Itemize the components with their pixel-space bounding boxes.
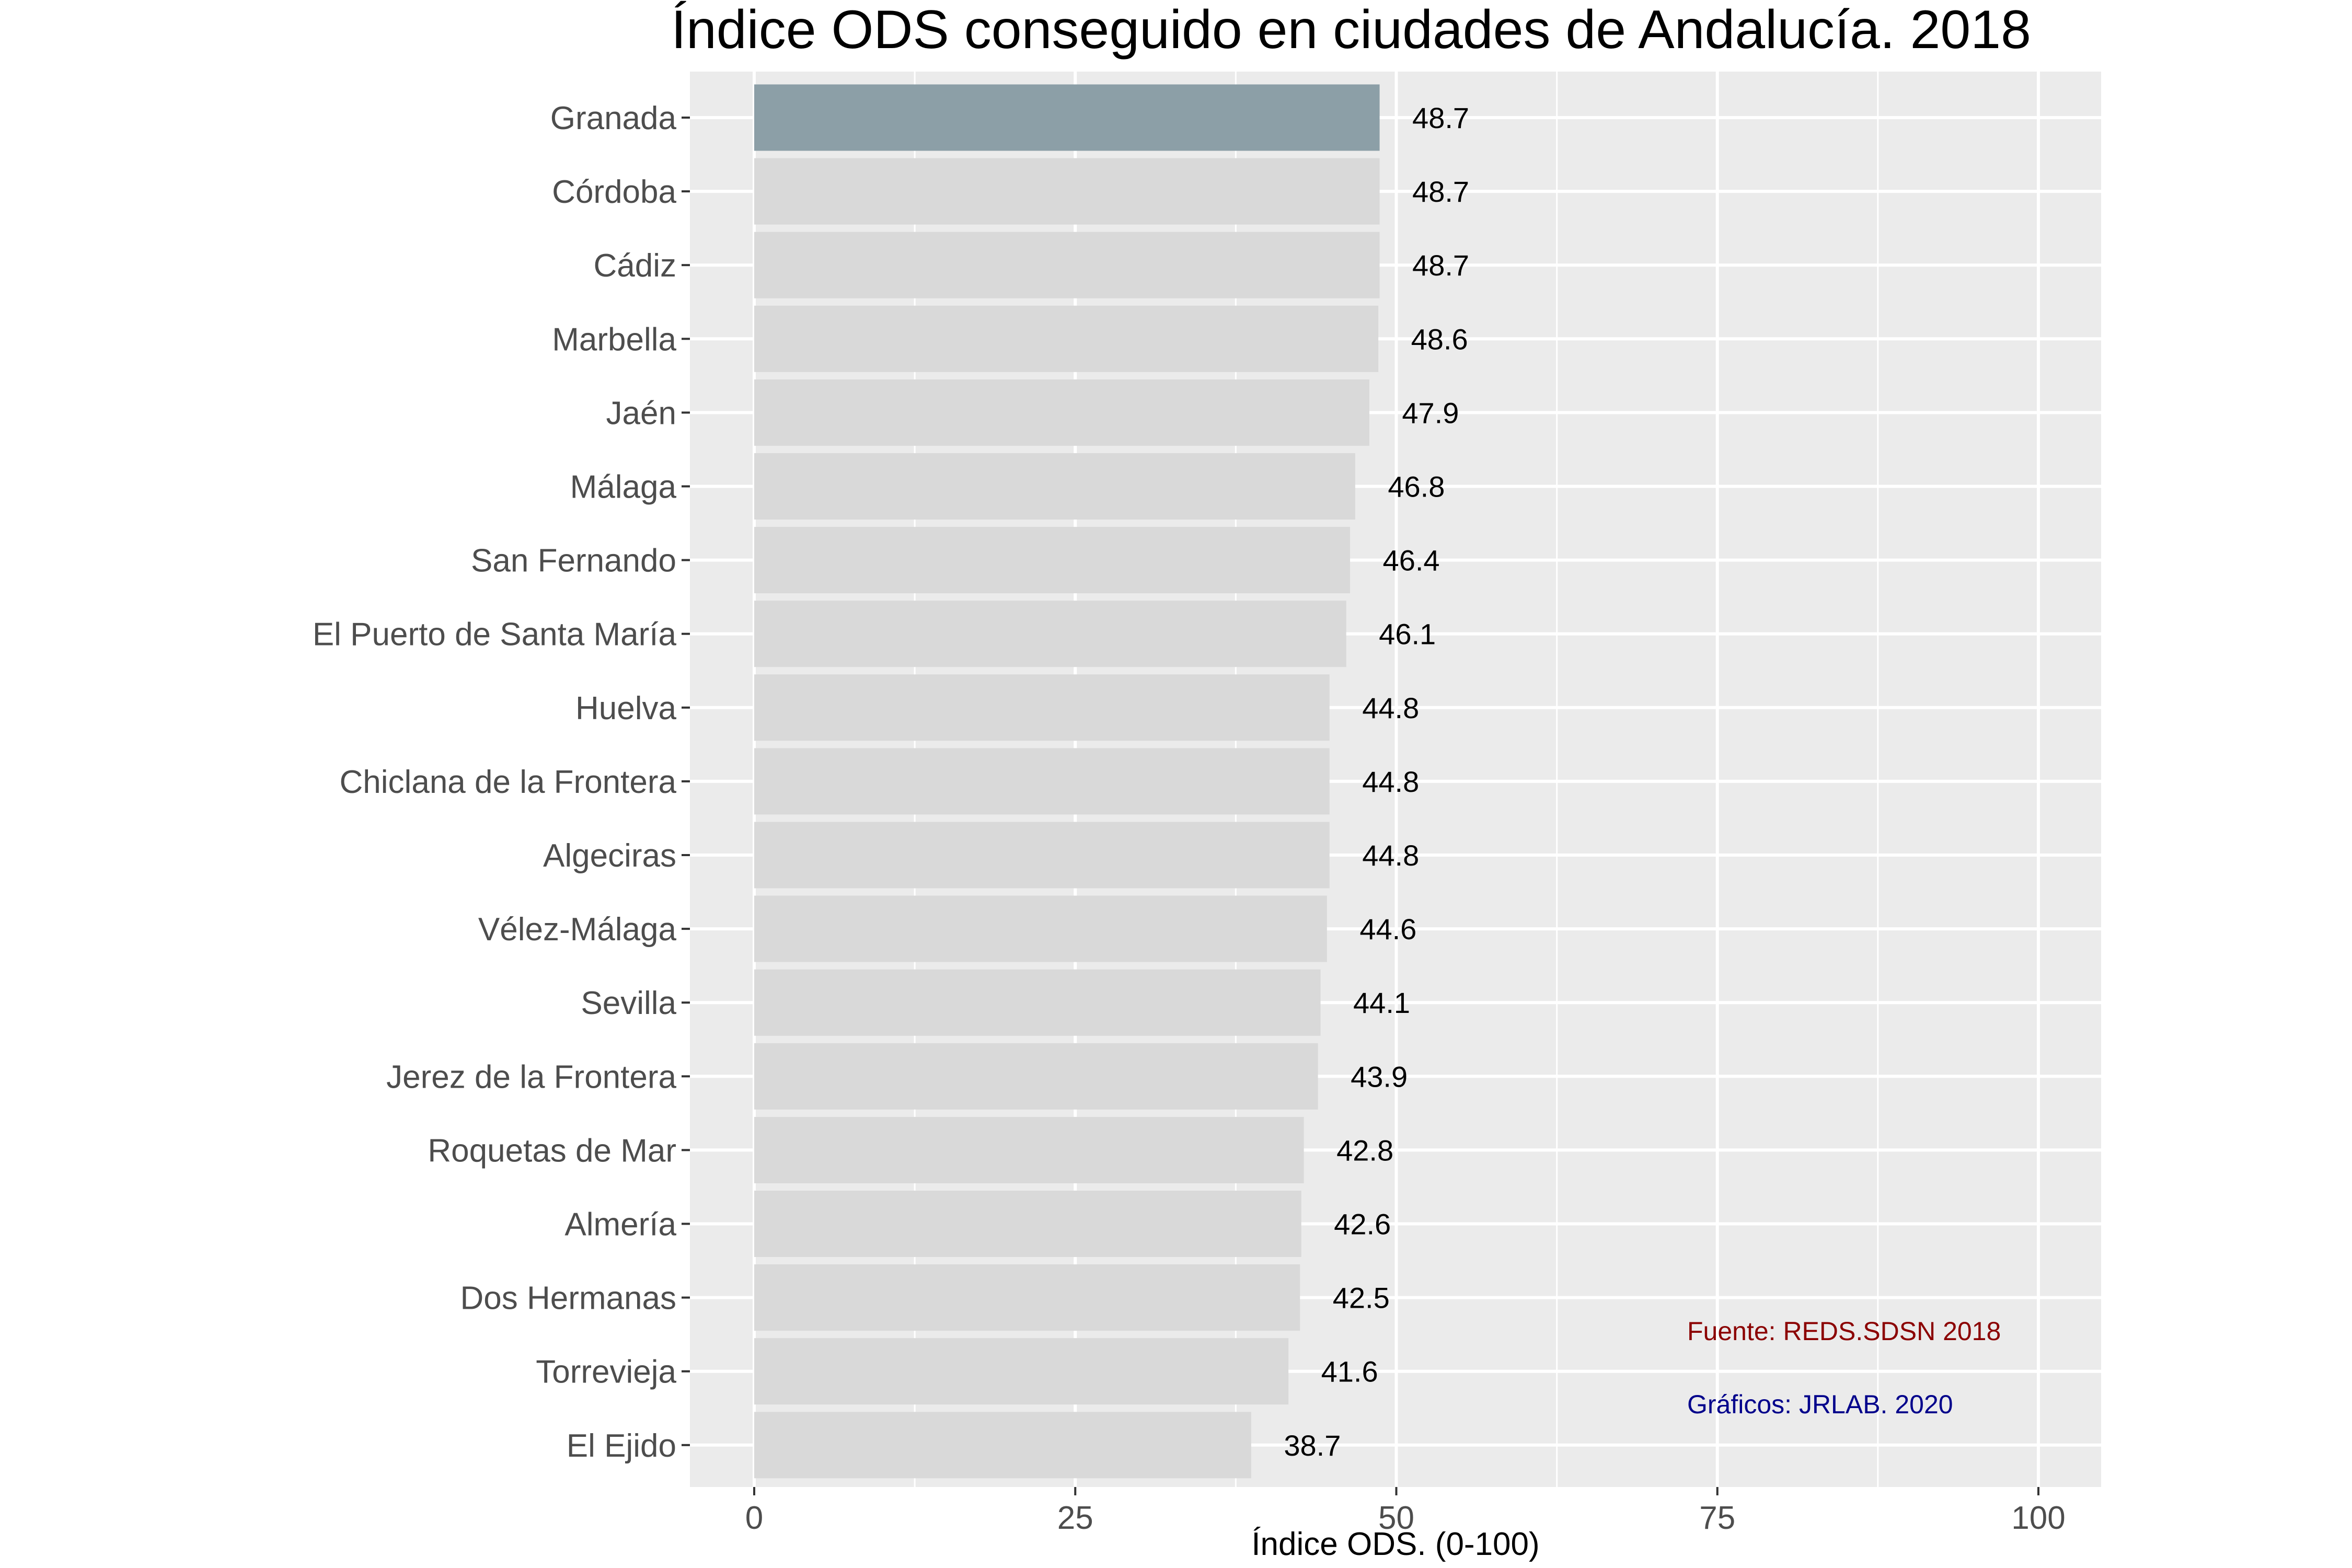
data-label: 44.8 <box>1362 765 1419 798</box>
grid-lines <box>690 72 2101 1487</box>
data-label: 46.8 <box>1388 470 1445 503</box>
bar <box>754 969 1321 1036</box>
bar <box>754 674 1330 741</box>
data-label: 42.5 <box>1333 1282 1390 1315</box>
y-tick-label: Málaga <box>570 469 677 505</box>
data-label: 48.6 <box>1411 322 1468 355</box>
bar <box>754 748 1330 815</box>
data-label: 47.9 <box>1402 396 1459 429</box>
bar <box>754 1043 1318 1110</box>
bars <box>754 84 1380 1479</box>
data-label: 42.8 <box>1336 1134 1393 1167</box>
bar <box>754 1412 1251 1479</box>
y-tick-label: Vélez-Málaga <box>478 912 677 948</box>
bar <box>754 84 1380 151</box>
bar <box>754 232 1380 298</box>
bar <box>754 305 1379 372</box>
x-tick-label: 100 <box>2011 1500 2065 1536</box>
data-labels: 48.7 48.7 48.7 48.6 47.9 46.8 46.4 46.1 44.8 44.8… <box>1284 101 1469 1462</box>
data-label: 48.7 <box>1412 175 1469 208</box>
data-label: 44.8 <box>1362 839 1419 872</box>
bar <box>754 453 1355 520</box>
data-label: 46.4 <box>1383 544 1440 577</box>
y-tick-label: Huelva <box>575 690 677 727</box>
bar <box>754 601 1346 667</box>
bar <box>754 822 1330 889</box>
data-label: 44.8 <box>1362 691 1419 724</box>
y-tick-label: Almería <box>564 1207 676 1243</box>
data-label: 38.7 <box>1284 1429 1341 1462</box>
y-tick-label: Jerez de la Frontera <box>386 1059 676 1095</box>
y-tick-label: San Fernando <box>471 543 676 579</box>
y-tick-label: Chiclana de la Frontera <box>340 764 677 800</box>
x-tick-label: 0 <box>745 1500 763 1536</box>
data-label: 44.1 <box>1353 986 1410 1019</box>
y-tick-label: El Puerto de Santa María <box>313 617 677 653</box>
x-axis: 0 25 50 75 100 <box>745 1487 2066 1536</box>
data-label: 44.6 <box>1359 913 1416 946</box>
data-label: 48.7 <box>1412 249 1469 282</box>
y-tick-label: Granada <box>550 100 677 136</box>
bar <box>754 379 1369 446</box>
y-tick-label: Torrevieja <box>536 1354 676 1390</box>
y-tick-label: Sevilla <box>581 985 676 1021</box>
y-tick-label: Algeciras <box>543 838 676 874</box>
source-annotation: Fuente: REDS.SDSN 2018 <box>1687 1317 2001 1346</box>
x-tick-label: 75 <box>1699 1500 1735 1536</box>
y-axis: Granada Córdoba Cádiz Marbella Jaén Málaga San… <box>313 100 690 1464</box>
bar <box>754 1116 1304 1183</box>
y-tick-label: Cádiz <box>593 248 676 284</box>
chart-title: Índice ODS conseguido en ciudades de And… <box>671 0 2031 60</box>
bar <box>754 158 1380 225</box>
credit-annotation: Gráficos: JRLAB. 2020 <box>1687 1390 1953 1419</box>
data-label: 43.9 <box>1351 1060 1408 1093</box>
bar <box>754 527 1351 594</box>
y-tick-label: Marbella <box>552 321 676 358</box>
x-axis-title: Índice ODS. (0-100) <box>1251 1526 1539 1562</box>
data-label: 48.7 <box>1412 101 1469 134</box>
x-tick-label: 50 <box>1378 1500 1414 1536</box>
data-label: 46.1 <box>1379 618 1436 651</box>
bar <box>754 895 1327 962</box>
y-tick-label: Dos Hermanas <box>460 1281 676 1317</box>
y-tick-label: Jaén <box>606 395 676 431</box>
data-label: 42.6 <box>1334 1208 1391 1241</box>
y-tick-label: El Ejido <box>567 1428 676 1464</box>
y-tick-label: Córdoba <box>552 174 676 210</box>
bar <box>754 1338 1289 1405</box>
bar <box>754 1191 1301 1257</box>
data-label: 41.6 <box>1321 1355 1378 1388</box>
y-tick-label: Roquetas de Mar <box>428 1133 676 1169</box>
x-tick-label: 25 <box>1057 1500 1093 1536</box>
bar <box>754 1264 1300 1331</box>
